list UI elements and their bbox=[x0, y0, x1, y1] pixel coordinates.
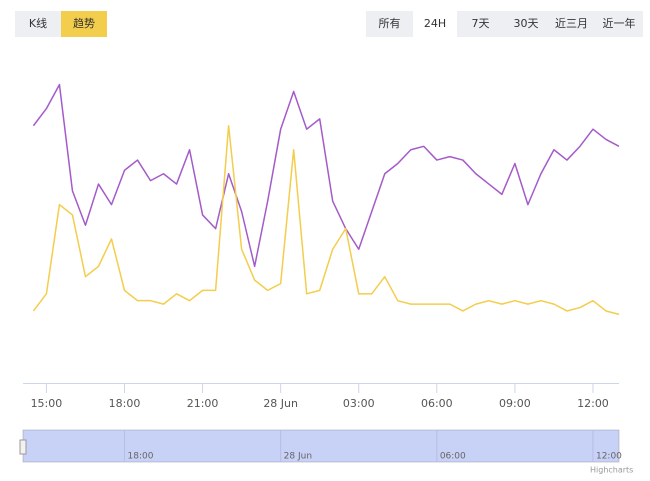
x-tick-label: 28 Jun bbox=[263, 397, 298, 410]
line-series bbox=[32, 125, 620, 316]
button[interactable]: 24H bbox=[413, 11, 457, 37]
navigator-mask bbox=[23, 430, 619, 462]
x-tick-label: 06:00 bbox=[421, 397, 453, 410]
range-buttons: 所有 24H 7天 30天 近三月 近一年 bbox=[366, 11, 643, 37]
navigator-tick-label: 28 Jun bbox=[284, 452, 312, 462]
navigator-handle bbox=[19, 439, 27, 455]
button[interactable]: 近三月 bbox=[555, 17, 588, 30]
line-series bbox=[32, 83, 620, 268]
x-tick-label: 03:00 bbox=[343, 397, 375, 410]
button[interactable]: 所有 bbox=[378, 17, 401, 30]
x-tick-label: 15:00 bbox=[31, 397, 63, 410]
x-tick-label: 12:00 bbox=[577, 397, 609, 410]
navigator-tick-label: 12:00 bbox=[596, 452, 622, 462]
button[interactable]: 趋势 bbox=[61, 11, 107, 37]
x-tick-label: 09:00 bbox=[499, 397, 531, 410]
navigator-bg bbox=[22, 429, 620, 463]
credits: Highcharts bbox=[590, 466, 633, 475]
x-tick-label: 18:00 bbox=[109, 397, 141, 410]
button[interactable]: 30天 bbox=[513, 17, 539, 30]
button[interactable]: 7天 bbox=[471, 17, 490, 30]
x-tick-label: 21:00 bbox=[187, 397, 219, 410]
button[interactable]: 近一年 bbox=[602, 17, 636, 30]
button[interactable]: K线 bbox=[28, 17, 48, 30]
navigator-tick-label: 18:00 bbox=[128, 452, 154, 462]
navigator-tick-label: 06:00 bbox=[440, 452, 466, 462]
chart-type-buttons: K线 趋势 bbox=[15, 11, 107, 37]
